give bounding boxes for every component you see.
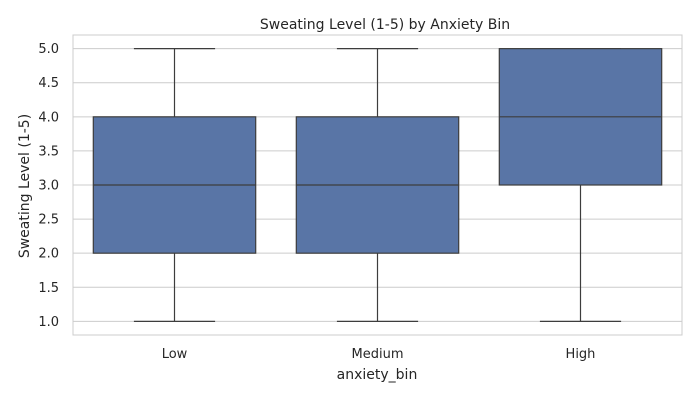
y-tick-label: 2.5 xyxy=(38,213,59,228)
box-high xyxy=(498,48,663,322)
box-medium xyxy=(295,48,460,322)
y-tick-label: 5.0 xyxy=(38,42,59,57)
y-tick-labels: 1.0 1.5 2.0 2.5 3.0 3.5 4.0 4.5 5.0 xyxy=(38,42,59,330)
y-tick-label: 4.0 xyxy=(38,110,59,125)
y-axis-label: Sweating Level (1-5) xyxy=(17,114,33,258)
x-tick-label: Low xyxy=(162,347,188,362)
y-tick-label: 3.5 xyxy=(38,144,59,159)
x-tick-labels: Low Medium High xyxy=(162,347,596,362)
y-tick-label: 2.0 xyxy=(38,247,59,262)
y-tick-label: 4.5 xyxy=(38,76,59,91)
x-tick-label: Medium xyxy=(352,347,404,362)
y-tick-label: 1.5 xyxy=(38,281,59,296)
box-series xyxy=(92,48,663,322)
x-axis-label: anxiety_bin xyxy=(337,367,418,383)
chart-title: Sweating Level (1-5) by Anxiety Bin xyxy=(260,17,510,33)
box-low xyxy=(92,48,257,322)
y-tick-label: 3.0 xyxy=(38,179,59,194)
y-tick-label: 1.0 xyxy=(38,315,59,330)
x-tick-label: High xyxy=(566,347,596,362)
